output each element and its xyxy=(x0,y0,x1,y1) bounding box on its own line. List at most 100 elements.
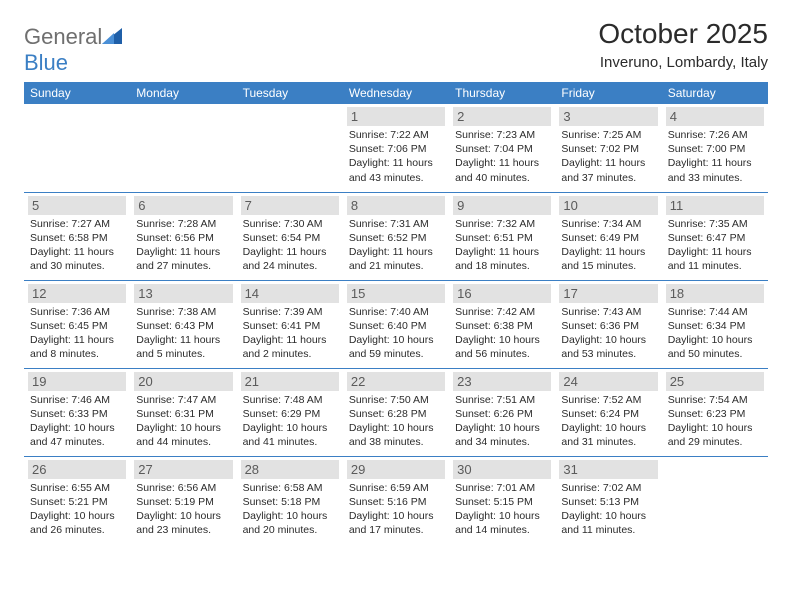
day-number: 9 xyxy=(453,196,551,215)
calendar-day-cell: 18 Sunrise: 7:44 AMSunset: 6:34 PMDayligh… xyxy=(662,280,768,368)
calendar-day-cell: 7 Sunrise: 7:30 AMSunset: 6:54 PMDaylight… xyxy=(237,192,343,280)
day-details: Sunrise: 7:23 AMSunset: 7:04 PMDaylight:… xyxy=(453,128,551,185)
brand-triangle-icon xyxy=(102,24,122,50)
calendar-day-cell: 12 Sunrise: 7:36 AMSunset: 6:45 PMDayligh… xyxy=(24,280,130,368)
day-number: 18 xyxy=(666,284,764,303)
month-title: October 2025 xyxy=(598,18,768,50)
day-details: Sunrise: 7:01 AMSunset: 5:15 PMDaylight:… xyxy=(453,481,551,538)
calendar-day-cell: 6 Sunrise: 7:28 AMSunset: 6:56 PMDaylight… xyxy=(130,192,236,280)
day-details: Sunrise: 7:50 AMSunset: 6:28 PMDaylight:… xyxy=(347,393,445,450)
day-number: 6 xyxy=(134,196,232,215)
day-details: Sunrise: 7:31 AMSunset: 6:52 PMDaylight:… xyxy=(347,217,445,274)
day-number: 2 xyxy=(453,107,551,126)
calendar-day-cell: 20 Sunrise: 7:47 AMSunset: 6:31 PMDayligh… xyxy=(130,368,236,456)
day-details: Sunrise: 7:42 AMSunset: 6:38 PMDaylight:… xyxy=(453,305,551,362)
day-number: 15 xyxy=(347,284,445,303)
calendar-day-cell: 15Sunrise: 7:40 AMSunset: 6:40 PMDayligh… xyxy=(343,280,449,368)
day-number: 22 xyxy=(347,372,445,391)
calendar-day-cell: 5 Sunrise: 7:27 AMSunset: 6:58 PMDaylight… xyxy=(24,192,130,280)
calendar-day-cell: 8Sunrise: 7:31 AMSunset: 6:52 PMDaylight… xyxy=(343,192,449,280)
calendar-table: SundayMondayTuesdayWednesdayThursdayFrid… xyxy=(24,82,768,544)
calendar-day-cell: 25Sunrise: 7:54 AMSunset: 6:23 PMDayligh… xyxy=(662,368,768,456)
calendar-day-cell: 24 Sunrise: 7:52 AMSunset: 6:24 PMDayligh… xyxy=(555,368,661,456)
day-number: 20 xyxy=(134,372,232,391)
day-details: Sunrise: 7:54 AMSunset: 6:23 PMDaylight:… xyxy=(666,393,764,450)
calendar-week-row: 1 Sunrise: 7:22 AMSunset: 7:06 PMDaylight… xyxy=(24,104,768,192)
day-number: 5 xyxy=(28,196,126,215)
day-number: 7 xyxy=(241,196,339,215)
day-header: Monday xyxy=(130,82,236,104)
calendar-day-cell: 10 Sunrise: 7:34 AMSunset: 6:49 PMDayligh… xyxy=(555,192,661,280)
calendar-day-cell: 21 Sunrise: 7:48 AMSunset: 6:29 PMDayligh… xyxy=(237,368,343,456)
day-details: Sunrise: 6:58 AMSunset: 5:18 PMDaylight:… xyxy=(241,481,339,538)
day-number: 24 xyxy=(559,372,657,391)
day-number: 4 xyxy=(666,107,764,126)
day-details: Sunrise: 7:28 AMSunset: 6:56 PMDaylight:… xyxy=(134,217,232,274)
calendar-day-cell: 29Sunrise: 6:59 AMSunset: 5:16 PMDayligh… xyxy=(343,456,449,544)
day-header: Tuesday xyxy=(237,82,343,104)
calendar-week-row: 19Sunrise: 7:46 AMSunset: 6:33 PMDayligh… xyxy=(24,368,768,456)
day-details: Sunrise: 6:55 AMSunset: 5:21 PMDaylight:… xyxy=(28,481,126,538)
day-number: 31 xyxy=(559,460,657,479)
day-header: Thursday xyxy=(449,82,555,104)
day-details: Sunrise: 7:48 AMSunset: 6:29 PMDaylight:… xyxy=(241,393,339,450)
calendar-page: GeneralBlue October 2025 Inveruno, Lomba… xyxy=(0,0,792,562)
day-number: 26 xyxy=(28,460,126,479)
calendar-day-cell: 13Sunrise: 7:38 AMSunset: 6:43 PMDayligh… xyxy=(130,280,236,368)
calendar-day-cell: 22 Sunrise: 7:50 AMSunset: 6:28 PMDayligh… xyxy=(343,368,449,456)
calendar-day-cell: 4 Sunrise: 7:26 AMSunset: 7:00 PMDaylight… xyxy=(662,104,768,192)
calendar-day-cell: 17Sunrise: 7:43 AMSunset: 6:36 PMDayligh… xyxy=(555,280,661,368)
day-details: Sunrise: 7:22 AMSunset: 7:06 PMDaylight:… xyxy=(347,128,445,185)
calendar-head: SundayMondayTuesdayWednesdayThursdayFrid… xyxy=(24,82,768,104)
day-details: Sunrise: 7:34 AMSunset: 6:49 PMDaylight:… xyxy=(559,217,657,274)
day-header: Wednesday xyxy=(343,82,449,104)
day-number: 14 xyxy=(241,284,339,303)
day-number: 30 xyxy=(453,460,551,479)
calendar-day-cell: 1 Sunrise: 7:22 AMSunset: 7:06 PMDaylight… xyxy=(343,104,449,192)
day-details: Sunrise: 7:39 AMSunset: 6:41 PMDaylight:… xyxy=(241,305,339,362)
day-details: Sunrise: 7:47 AMSunset: 6:31 PMDaylight:… xyxy=(134,393,232,450)
day-details: Sunrise: 7:26 AMSunset: 7:00 PMDaylight:… xyxy=(666,128,764,185)
day-details: Sunrise: 7:44 AMSunset: 6:34 PMDaylight:… xyxy=(666,305,764,362)
title-block: October 2025 Inveruno, Lombardy, Italy xyxy=(598,18,768,71)
day-number: 16 xyxy=(453,284,551,303)
day-number: 3 xyxy=(559,107,657,126)
day-number: 13 xyxy=(134,284,232,303)
day-details: Sunrise: 7:36 AMSunset: 6:45 PMDaylight:… xyxy=(28,305,126,362)
day-number: 28 xyxy=(241,460,339,479)
calendar-day-cell: 2 Sunrise: 7:23 AMSunset: 7:04 PMDaylight… xyxy=(449,104,555,192)
calendar-day-cell: 11 Sunrise: 7:35 AMSunset: 6:47 PMDayligh… xyxy=(662,192,768,280)
day-header: Friday xyxy=(555,82,661,104)
day-number: 12 xyxy=(28,284,126,303)
day-details: Sunrise: 6:56 AMSunset: 5:19 PMDaylight:… xyxy=(134,481,232,538)
brand-part1: General xyxy=(24,24,102,49)
day-details: Sunrise: 7:30 AMSunset: 6:54 PMDaylight:… xyxy=(241,217,339,274)
day-number: 23 xyxy=(453,372,551,391)
day-header: Saturday xyxy=(662,82,768,104)
day-details: Sunrise: 7:32 AMSunset: 6:51 PMDaylight:… xyxy=(453,217,551,274)
calendar-day-cell xyxy=(24,104,130,192)
day-number: 17 xyxy=(559,284,657,303)
calendar-week-row: 5 Sunrise: 7:27 AMSunset: 6:58 PMDaylight… xyxy=(24,192,768,280)
calendar-day-cell xyxy=(130,104,236,192)
calendar-day-cell: 30 Sunrise: 7:01 AMSunset: 5:15 PMDayligh… xyxy=(449,456,555,544)
header: GeneralBlue October 2025 Inveruno, Lomba… xyxy=(24,18,768,76)
calendar-day-cell: 31Sunrise: 7:02 AMSunset: 5:13 PMDayligh… xyxy=(555,456,661,544)
brand-logo: GeneralBlue xyxy=(24,18,122,76)
day-details: Sunrise: 7:27 AMSunset: 6:58 PMDaylight:… xyxy=(28,217,126,274)
day-number: 21 xyxy=(241,372,339,391)
day-number: 10 xyxy=(559,196,657,215)
calendar-day-cell: 14 Sunrise: 7:39 AMSunset: 6:41 PMDayligh… xyxy=(237,280,343,368)
day-details: Sunrise: 7:51 AMSunset: 6:26 PMDaylight:… xyxy=(453,393,551,450)
calendar-day-cell: 27Sunrise: 6:56 AMSunset: 5:19 PMDayligh… xyxy=(130,456,236,544)
calendar-week-row: 26 Sunrise: 6:55 AMSunset: 5:21 PMDayligh… xyxy=(24,456,768,544)
brand-part2: Blue xyxy=(24,50,68,75)
day-details: Sunrise: 7:35 AMSunset: 6:47 PMDaylight:… xyxy=(666,217,764,274)
calendar-day-cell xyxy=(662,456,768,544)
day-number: 1 xyxy=(347,107,445,126)
day-details: Sunrise: 6:59 AMSunset: 5:16 PMDaylight:… xyxy=(347,481,445,538)
day-number: 11 xyxy=(666,196,764,215)
day-details: Sunrise: 7:52 AMSunset: 6:24 PMDaylight:… xyxy=(559,393,657,450)
calendar-day-cell: 16 Sunrise: 7:42 AMSunset: 6:38 PMDayligh… xyxy=(449,280,555,368)
day-number: 19 xyxy=(28,372,126,391)
